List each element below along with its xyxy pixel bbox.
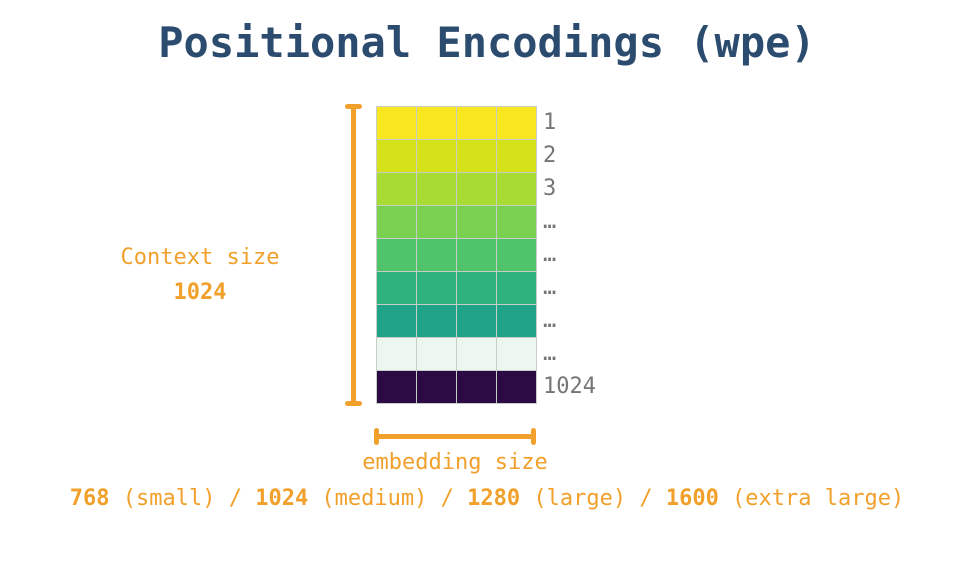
grid-cell xyxy=(417,140,456,172)
grid-cell xyxy=(457,239,496,271)
grid-cell xyxy=(457,338,496,370)
row-label: 1024 xyxy=(543,374,596,399)
grid-cell xyxy=(417,305,456,337)
row-label: … xyxy=(543,209,557,234)
grid-cell xyxy=(497,239,536,271)
grid-cell xyxy=(417,107,456,139)
grid-cell xyxy=(497,107,536,139)
row-label: … xyxy=(543,341,557,366)
grid-cell xyxy=(377,107,416,139)
footer-size-text: (medium) / xyxy=(308,486,468,511)
embedding-size-bracket-right-cap xyxy=(531,428,536,445)
grid-cell xyxy=(377,140,416,172)
grid-cell xyxy=(377,272,416,304)
grid-cell xyxy=(377,338,416,370)
grid-cell xyxy=(417,239,456,271)
embedding-size-label: embedding size xyxy=(362,450,548,475)
grid-cell xyxy=(377,239,416,271)
grid-cell xyxy=(377,305,416,337)
context-size-bracket-bottom-cap xyxy=(345,401,362,406)
footer-size-text: (extra large) xyxy=(718,486,905,511)
encoding-grid xyxy=(376,106,537,404)
grid-cell xyxy=(497,206,536,238)
row-labels: 1 2 3 … … … … … 1024 xyxy=(543,106,596,403)
grid-cell xyxy=(417,173,456,205)
row-label: … xyxy=(543,308,557,333)
context-size-text: Context size xyxy=(120,245,280,270)
footer-size-text: (small) / xyxy=(109,486,256,511)
page-title: Positional Encodings (wpe) xyxy=(158,18,816,67)
grid-cell xyxy=(377,173,416,205)
footer-size-number: 768 xyxy=(69,486,110,511)
grid-cell xyxy=(417,338,456,370)
row-label: 2 xyxy=(543,143,557,168)
grid-cell xyxy=(457,206,496,238)
row-label: 1 xyxy=(543,110,557,135)
grid-cell xyxy=(417,371,456,403)
grid-cell xyxy=(457,272,496,304)
context-size-bracket xyxy=(351,106,356,404)
grid-cell xyxy=(377,371,416,403)
grid-cell xyxy=(497,272,536,304)
context-size-value: 1024 xyxy=(173,280,227,305)
embedding-size-bracket-left-cap xyxy=(374,428,379,445)
grid-cell xyxy=(457,107,496,139)
grid-cell xyxy=(497,305,536,337)
grid-cell xyxy=(457,371,496,403)
context-size-label: Context size 1024 xyxy=(80,240,320,310)
grid-cell xyxy=(497,338,536,370)
grid-cell xyxy=(457,305,496,337)
grid-cell xyxy=(417,206,456,238)
grid-cell xyxy=(457,140,496,172)
footer-size-number: 1024 xyxy=(255,486,309,511)
row-label: … xyxy=(543,242,557,267)
context-size-bracket-top-cap xyxy=(345,104,362,109)
footer-size-number: 1600 xyxy=(665,486,719,511)
footer-size-number: 1280 xyxy=(467,486,521,511)
grid-cell xyxy=(417,272,456,304)
footer-sizes: 768 (small) / 1024 (medium) / 1280 (larg… xyxy=(0,486,974,511)
row-label: … xyxy=(543,275,557,300)
grid-cell xyxy=(497,371,536,403)
grid-cell xyxy=(497,140,536,172)
row-label: 3 xyxy=(543,176,557,201)
grid-cell xyxy=(457,173,496,205)
footer-size-text: (large) / xyxy=(520,486,666,511)
embedding-size-bracket xyxy=(376,434,534,439)
grid-cell xyxy=(377,206,416,238)
grid-cell xyxy=(497,173,536,205)
